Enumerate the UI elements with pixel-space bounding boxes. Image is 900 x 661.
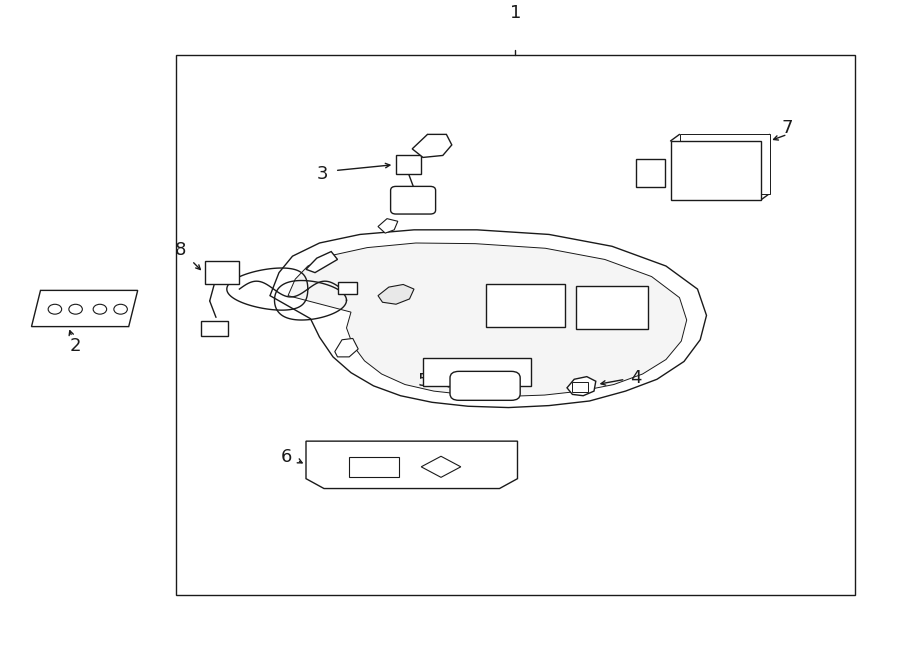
Text: 5: 5 bbox=[418, 372, 428, 390]
Bar bbox=[486, 284, 565, 327]
Text: 6: 6 bbox=[281, 448, 292, 466]
Polygon shape bbox=[567, 377, 596, 396]
Bar bbox=[396, 155, 421, 174]
Bar bbox=[338, 282, 357, 293]
Text: 7: 7 bbox=[782, 119, 793, 137]
Text: 2: 2 bbox=[70, 337, 81, 356]
Bar bbox=[176, 56, 855, 595]
Text: 8: 8 bbox=[175, 241, 185, 258]
Bar bbox=[205, 262, 239, 284]
FancyBboxPatch shape bbox=[450, 371, 520, 401]
Polygon shape bbox=[412, 134, 452, 157]
Text: 1: 1 bbox=[509, 5, 521, 22]
Polygon shape bbox=[306, 252, 338, 272]
Polygon shape bbox=[270, 230, 706, 408]
Bar bbox=[636, 159, 665, 187]
Bar bbox=[680, 134, 770, 194]
Polygon shape bbox=[378, 284, 414, 304]
Bar bbox=[576, 286, 648, 329]
Circle shape bbox=[69, 304, 83, 314]
FancyBboxPatch shape bbox=[391, 186, 436, 214]
Polygon shape bbox=[32, 290, 138, 327]
Bar bbox=[572, 382, 588, 393]
Bar bbox=[670, 141, 760, 200]
Polygon shape bbox=[378, 219, 398, 233]
Text: 3: 3 bbox=[317, 165, 328, 183]
Polygon shape bbox=[335, 338, 358, 357]
Text: 4: 4 bbox=[630, 369, 642, 387]
Bar bbox=[201, 321, 228, 336]
Circle shape bbox=[113, 304, 128, 314]
Polygon shape bbox=[306, 441, 518, 488]
Bar bbox=[423, 358, 531, 386]
Bar bbox=[349, 457, 399, 477]
Circle shape bbox=[94, 304, 107, 314]
Circle shape bbox=[49, 304, 61, 314]
Polygon shape bbox=[288, 243, 687, 397]
